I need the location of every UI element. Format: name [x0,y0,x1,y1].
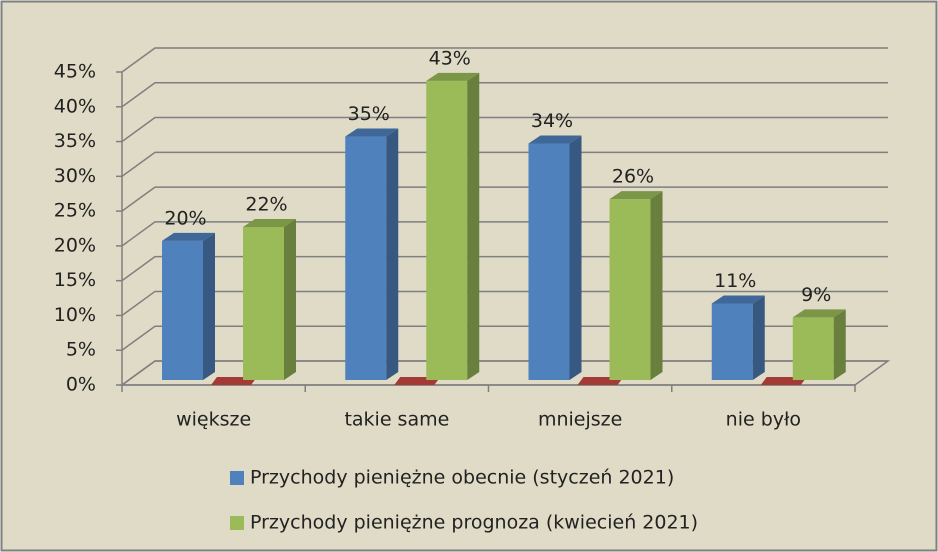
y-tick-label: 25% [54,200,96,222]
data-label: 20% [164,207,206,229]
data-label: 9% [801,284,831,306]
legend-swatch [230,471,244,485]
bar-side [284,218,296,380]
bar-side [833,309,846,380]
bar-side [650,191,663,380]
y-tick-label: 30% [54,165,96,187]
y-tick-label: 10% [54,304,96,326]
y-tick-label: 40% [54,95,96,117]
bar-side [569,135,582,380]
y-tick-label: 15% [54,269,96,291]
y-tick-label: 35% [54,130,96,152]
data-label: 34% [531,110,573,132]
data-label: 26% [612,166,654,188]
x-tick-label: większe [176,409,251,431]
bar-top [528,135,582,144]
bar [609,199,651,380]
data-label: 11% [714,270,756,292]
grid-line [121,186,888,212]
data-label: 35% [348,103,390,125]
y-tick-label: 20% [54,234,96,256]
legend-label: Przychody pieniężne prognoza (kwiecień 2… [250,512,698,534]
bar [426,80,468,381]
bar-top [792,309,846,318]
x-tick-label: mniejsze [538,409,622,431]
grid-line [121,116,888,143]
bar [162,240,203,380]
bar [792,317,834,380]
y-tick-label: 5% [66,339,96,361]
bar-top [243,218,296,227]
y-tick-label: 45% [54,61,96,83]
grid-line [121,82,888,108]
data-label: 22% [245,193,287,215]
bar-side [386,128,399,380]
x-tick-label: takie same [344,409,449,431]
bar-top [609,191,663,200]
data-label: 43% [429,47,471,69]
legend-label: Przychody pieniężne obecnie (styczeń 202… [250,467,674,489]
bar-side [752,295,765,380]
legend-swatch [230,516,244,530]
bar-top [426,72,480,81]
bar [243,226,284,380]
bar [711,303,753,380]
bar-top [345,128,399,137]
y-tick-label: 0% [66,374,96,396]
bar [528,143,570,380]
bar [345,136,387,380]
bar-side [203,232,215,380]
grid-line [121,151,888,177]
bar-side [467,72,480,381]
bar-top [711,295,765,304]
x-tick-label: nie było [726,409,801,431]
grid-line [121,47,888,73]
bar-top [162,232,215,241]
